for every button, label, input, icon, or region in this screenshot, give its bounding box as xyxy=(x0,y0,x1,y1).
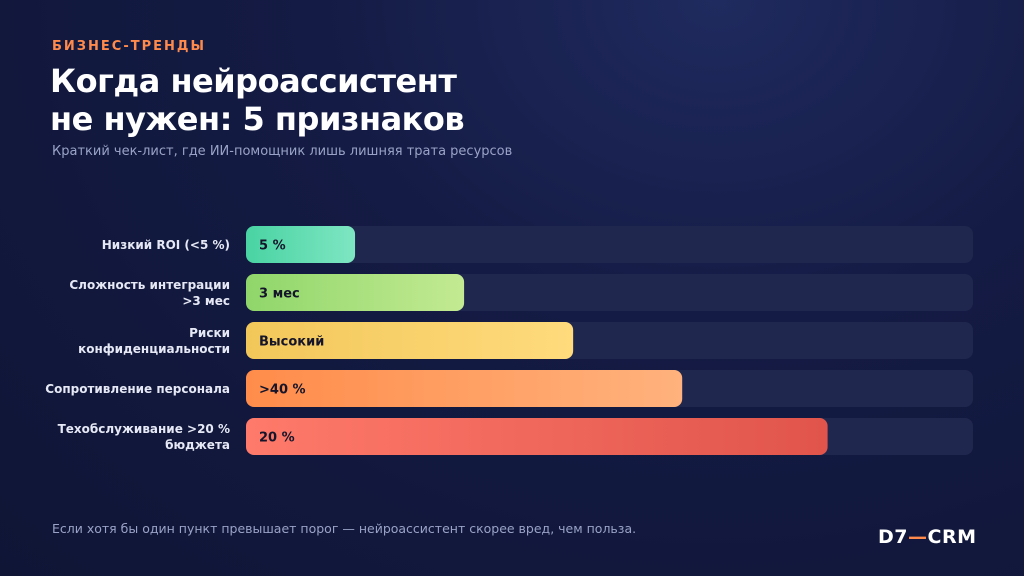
subtitle: Краткий чек-лист, где ИИ-помощник лишь л… xyxy=(52,144,513,159)
bar-0 xyxy=(246,226,356,263)
brand-logo: D7—CRM xyxy=(878,526,976,548)
bar-track-0 xyxy=(246,226,973,263)
title-line-2: не нужен: 5 признаков xyxy=(50,100,465,138)
category-label-1-0: Сложность интеграции xyxy=(69,278,230,292)
logo-dash: — xyxy=(908,526,928,548)
category-label-4-0: Техобслуживание >20 % xyxy=(58,422,230,436)
category-label-4-1: бюджета xyxy=(165,438,230,452)
bar-1 xyxy=(246,274,465,311)
bar-value-label-3: >40 % xyxy=(259,383,306,398)
title-line-1: Когда нейроассистент xyxy=(50,62,457,100)
bar-2 xyxy=(246,322,574,359)
category-label-3-0: Сопротивление персонала xyxy=(45,382,230,396)
bar-value-label-4: 20 % xyxy=(259,431,295,446)
category-label-2-0: Риски xyxy=(189,326,230,340)
category-label-0-0: Низкий ROI (<5 %) xyxy=(102,238,230,252)
category-label-2-1: конфиденциальности xyxy=(78,342,230,356)
bar-value-label-2: Высокий xyxy=(259,335,324,350)
bar-4 xyxy=(246,418,828,455)
logo-part-left: D7 xyxy=(878,526,908,548)
logo-part-right: CRM xyxy=(927,526,977,548)
bar-3 xyxy=(246,370,683,407)
page-title: Когда нейроассистент не нужен: 5 признак… xyxy=(50,62,610,138)
category-label-1-1: >3 мес xyxy=(182,294,230,308)
kicker: БИЗНЕС-ТРЕНДЫ xyxy=(52,39,206,54)
footer-note: Если хотя бы один пункт превышает порог … xyxy=(52,521,637,536)
bar-value-label-0: 5 % xyxy=(259,239,286,254)
bar-value-label-1: 3 мес xyxy=(259,287,300,302)
